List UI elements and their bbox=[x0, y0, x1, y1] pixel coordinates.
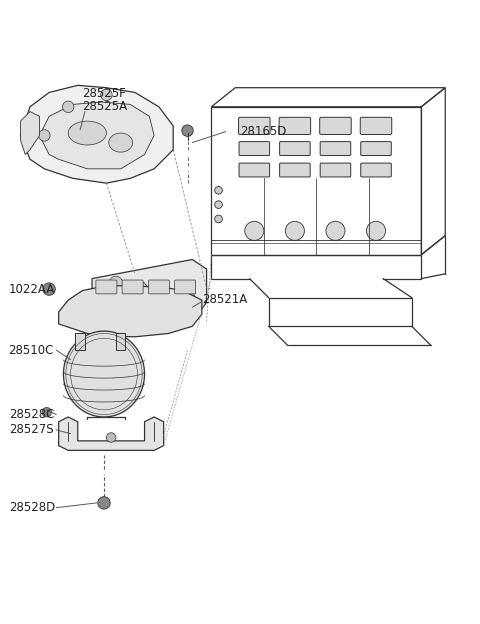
Polygon shape bbox=[59, 417, 164, 451]
FancyBboxPatch shape bbox=[280, 163, 310, 177]
Ellipse shape bbox=[63, 331, 144, 417]
Circle shape bbox=[43, 283, 55, 295]
Circle shape bbox=[215, 201, 222, 208]
FancyBboxPatch shape bbox=[320, 163, 351, 177]
Polygon shape bbox=[59, 286, 202, 337]
Circle shape bbox=[366, 222, 385, 240]
Text: 1022AA: 1022AA bbox=[9, 283, 55, 296]
Polygon shape bbox=[39, 102, 154, 169]
FancyBboxPatch shape bbox=[239, 163, 270, 177]
Ellipse shape bbox=[131, 281, 149, 310]
Text: 28510C: 28510C bbox=[9, 344, 54, 357]
FancyBboxPatch shape bbox=[148, 280, 169, 294]
Ellipse shape bbox=[68, 121, 107, 145]
Polygon shape bbox=[92, 260, 206, 321]
FancyBboxPatch shape bbox=[96, 280, 117, 294]
Polygon shape bbox=[116, 333, 125, 350]
Ellipse shape bbox=[109, 133, 132, 152]
Polygon shape bbox=[21, 112, 39, 155]
Ellipse shape bbox=[155, 286, 173, 314]
Text: 28525A: 28525A bbox=[83, 100, 128, 114]
FancyBboxPatch shape bbox=[279, 117, 311, 135]
FancyBboxPatch shape bbox=[122, 280, 143, 294]
Circle shape bbox=[285, 222, 304, 240]
Circle shape bbox=[101, 89, 112, 100]
FancyBboxPatch shape bbox=[320, 117, 351, 135]
Circle shape bbox=[182, 125, 193, 137]
Ellipse shape bbox=[179, 291, 197, 319]
Circle shape bbox=[215, 215, 222, 223]
Text: 28528D: 28528D bbox=[10, 501, 56, 514]
Polygon shape bbox=[75, 333, 85, 350]
Circle shape bbox=[38, 130, 50, 141]
FancyBboxPatch shape bbox=[361, 163, 391, 177]
FancyBboxPatch shape bbox=[280, 142, 310, 155]
Circle shape bbox=[326, 222, 345, 240]
FancyBboxPatch shape bbox=[239, 142, 270, 155]
Circle shape bbox=[107, 432, 116, 442]
Text: 28525F: 28525F bbox=[83, 87, 126, 100]
Circle shape bbox=[245, 222, 264, 240]
FancyBboxPatch shape bbox=[320, 142, 351, 155]
Text: 28165D: 28165D bbox=[240, 125, 287, 138]
Text: 28521A: 28521A bbox=[202, 293, 247, 306]
Circle shape bbox=[215, 187, 222, 194]
Polygon shape bbox=[21, 85, 173, 183]
FancyBboxPatch shape bbox=[175, 280, 196, 294]
FancyBboxPatch shape bbox=[361, 142, 391, 155]
Circle shape bbox=[62, 101, 74, 112]
FancyBboxPatch shape bbox=[239, 117, 270, 135]
Circle shape bbox=[42, 407, 51, 417]
Text: 28528C: 28528C bbox=[10, 408, 55, 421]
Text: 28527S: 28527S bbox=[10, 423, 54, 436]
Circle shape bbox=[98, 497, 110, 509]
Ellipse shape bbox=[107, 276, 125, 305]
FancyBboxPatch shape bbox=[360, 117, 392, 135]
